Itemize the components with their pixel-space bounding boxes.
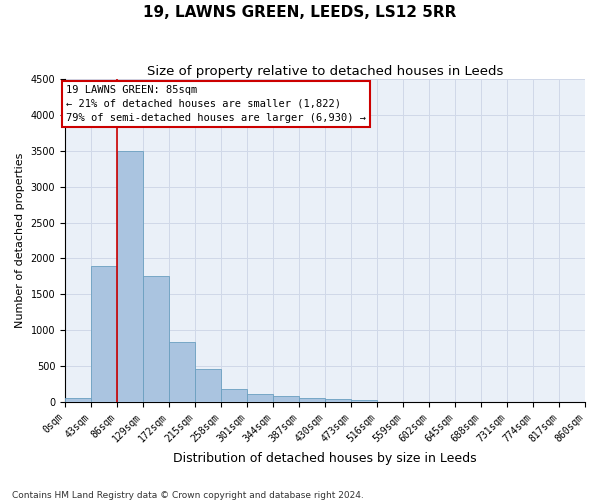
Bar bbox=[117, 151, 143, 402]
Text: 19 LAWNS GREEN: 85sqm
← 21% of detached houses are smaller (1,822)
79% of semi-d: 19 LAWNS GREEN: 85sqm ← 21% of detached … bbox=[66, 85, 366, 123]
Title: Size of property relative to detached houses in Leeds: Size of property relative to detached ho… bbox=[147, 65, 503, 78]
Bar bbox=[247, 394, 273, 402]
Text: 19, LAWNS GREEN, LEEDS, LS12 5RR: 19, LAWNS GREEN, LEEDS, LS12 5RR bbox=[143, 5, 457, 20]
Text: Contains HM Land Registry data © Crown copyright and database right 2024.: Contains HM Land Registry data © Crown c… bbox=[12, 490, 364, 500]
Y-axis label: Number of detached properties: Number of detached properties bbox=[15, 153, 25, 328]
Bar bbox=[299, 398, 325, 402]
Bar bbox=[273, 396, 299, 402]
Bar bbox=[221, 388, 247, 402]
Bar bbox=[169, 342, 195, 402]
Bar bbox=[325, 398, 351, 402]
X-axis label: Distribution of detached houses by size in Leeds: Distribution of detached houses by size … bbox=[173, 452, 477, 465]
Bar bbox=[351, 400, 377, 402]
Bar bbox=[195, 369, 221, 402]
Bar bbox=[143, 276, 169, 402]
Bar bbox=[91, 266, 117, 402]
Bar bbox=[65, 398, 91, 402]
